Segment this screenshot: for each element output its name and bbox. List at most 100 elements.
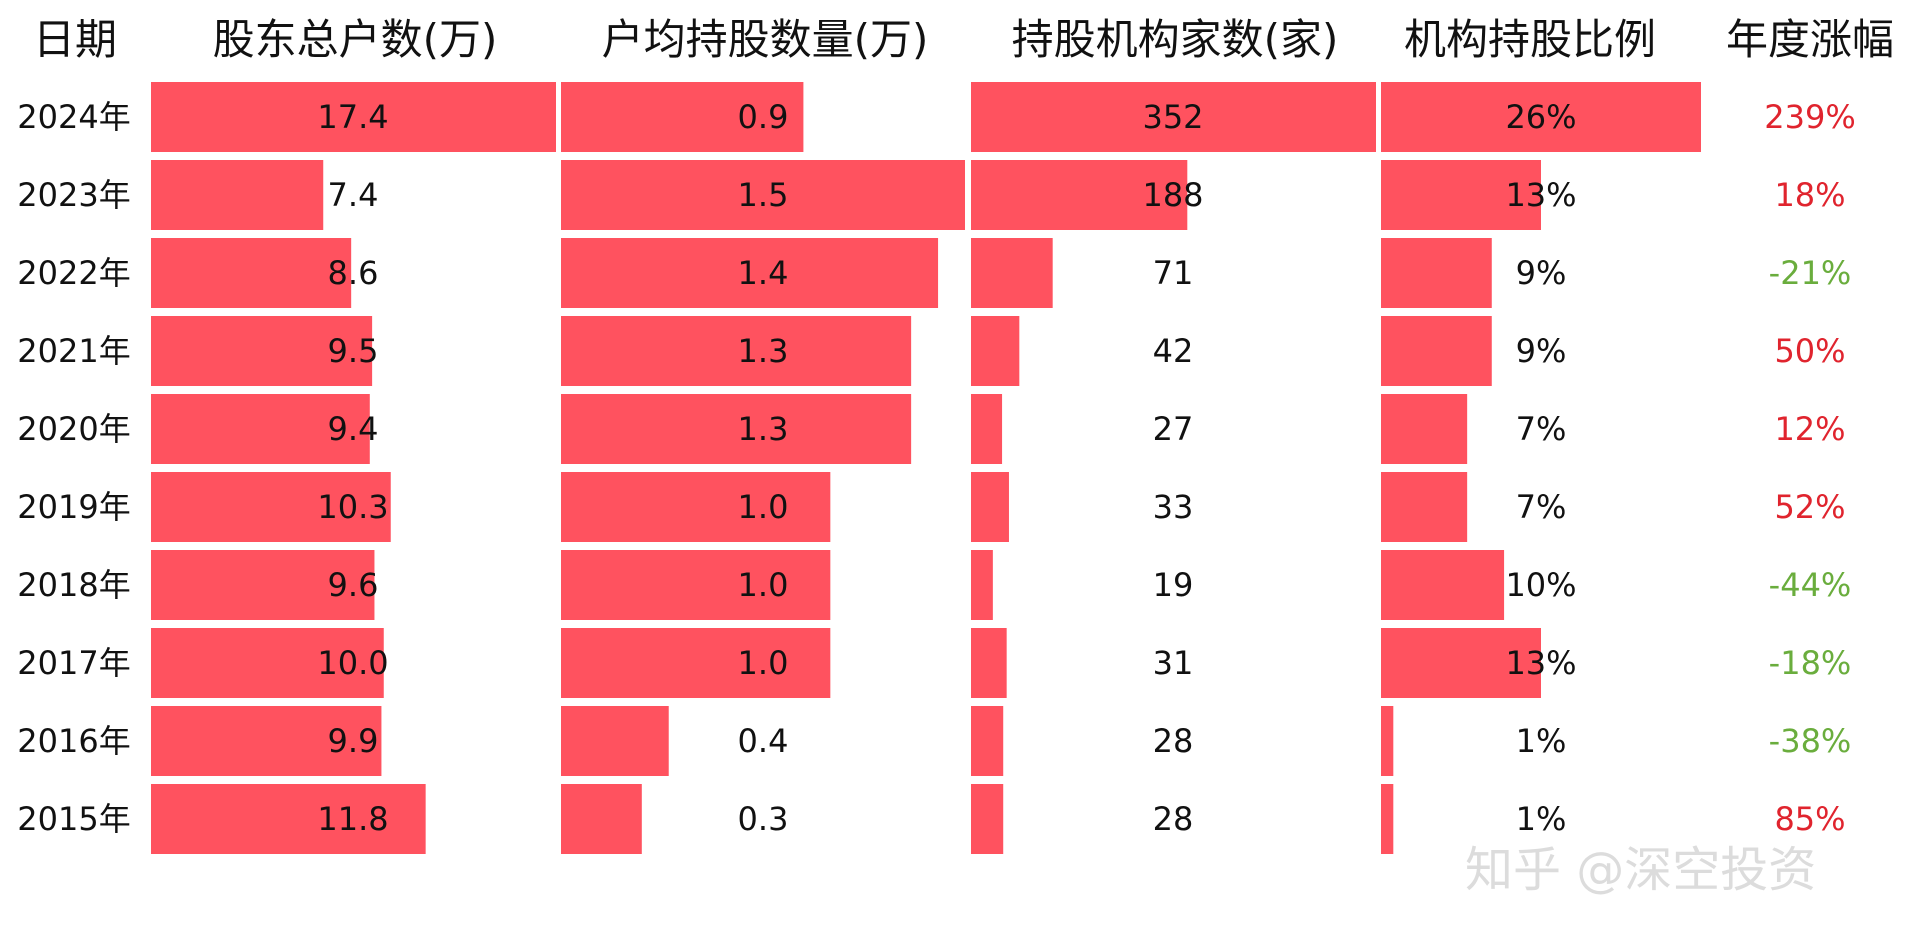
data-label-institutions: 33: [1153, 488, 1194, 526]
data-label-per-holder: 1.0: [738, 566, 789, 604]
row-year-label: 2022年: [17, 254, 130, 292]
data-label-institutions: 19: [1153, 566, 1194, 604]
bar-inst-ratio: [1381, 394, 1468, 464]
bar-inst-ratio: [1381, 550, 1505, 620]
data-label-holders: 10.3: [317, 488, 388, 526]
data-label-annual-change: 85%: [1774, 800, 1845, 838]
data-label-holders: 9.5: [328, 332, 379, 370]
bar-holders: [151, 238, 352, 308]
data-label-per-holder: 1.3: [738, 410, 789, 448]
data-label-inst-ratio: 7%: [1516, 488, 1567, 526]
bar-institutions: [971, 706, 1004, 776]
bar-holders: [151, 706, 382, 776]
row-year-label: 2019年: [17, 488, 130, 526]
data-label-holders: 7.4: [328, 176, 379, 214]
bar-holders: [151, 628, 384, 698]
row-year-label: 2023年: [17, 176, 130, 214]
data-label-inst-ratio: 26%: [1505, 98, 1576, 136]
data-label-institutions: 188: [1142, 176, 1203, 214]
data-label-institutions: 28: [1153, 722, 1194, 760]
bar-institutions: [971, 238, 1053, 308]
bar-per-holder: [561, 550, 831, 620]
data-label-inst-ratio: 13%: [1505, 176, 1576, 214]
data-label-holders: 11.8: [317, 800, 388, 838]
bar-per-holder: [561, 82, 804, 152]
data-label-inst-ratio: 10%: [1505, 566, 1576, 604]
data-label-per-holder: 0.4: [738, 722, 789, 760]
bar-per-holder: [561, 316, 912, 386]
bar-inst-ratio: [1381, 316, 1492, 386]
data-label-annual-change: 239%: [1764, 98, 1855, 136]
row-year-label: 2020年: [17, 410, 130, 448]
data-label-per-holder: 0.9: [738, 98, 789, 136]
bar-institutions: [971, 784, 1004, 854]
bar-inst-ratio: [1381, 238, 1492, 308]
data-label-annual-change: 18%: [1774, 176, 1845, 214]
bar-per-holder: [561, 472, 831, 542]
bar-per-holder: [561, 628, 831, 698]
data-label-holders: 17.4: [317, 98, 388, 136]
bar-per-holder: [561, 706, 669, 776]
data-label-per-holder: 1.5: [738, 176, 789, 214]
bar-inst-ratio: [1381, 706, 1394, 776]
data-label-inst-ratio: 9%: [1516, 254, 1567, 292]
bar-institutions: [971, 628, 1007, 698]
header-date: 日期: [32, 15, 117, 64]
bar-holders: [151, 784, 426, 854]
data-label-inst-ratio: 13%: [1505, 644, 1576, 682]
data-label-annual-change: -18%: [1769, 644, 1852, 682]
data-label-institutions: 28: [1153, 800, 1194, 838]
data-label-per-holder: 1.4: [738, 254, 789, 292]
bar-holders: [151, 82, 556, 152]
bar-holders: [151, 472, 391, 542]
data-label-per-holder: 1.3: [738, 332, 789, 370]
row-year-label: 2015年: [17, 800, 130, 838]
data-label-per-holder: 1.0: [738, 644, 789, 682]
bar-inst-ratio: [1381, 82, 1701, 152]
bar-inst-ratio: [1381, 160, 1541, 230]
bar-inst-ratio: [1381, 472, 1468, 542]
bar-institutions: [971, 82, 1376, 152]
data-label-inst-ratio: 7%: [1516, 410, 1567, 448]
bar-inst-ratio: [1381, 628, 1541, 698]
header-holders: 股东总户数(万): [212, 15, 498, 64]
row-year-label: 2021年: [17, 332, 130, 370]
data-label-annual-change: -38%: [1769, 722, 1852, 760]
bar-holders: [151, 550, 375, 620]
bar-per-holder: [561, 238, 939, 308]
bar-holders: [151, 394, 370, 464]
header-annual-change: 年度涨幅: [1725, 15, 1894, 64]
data-label-inst-ratio: 1%: [1516, 722, 1567, 760]
bar-institutions: [971, 472, 1009, 542]
header-inst-ratio: 机构持股比例: [1403, 15, 1656, 64]
data-label-institutions: 71: [1153, 254, 1194, 292]
data-label-annual-change: 50%: [1774, 332, 1845, 370]
bar-institutions: [971, 550, 993, 620]
data-label-inst-ratio: 9%: [1516, 332, 1567, 370]
row-year-label: 2024年: [17, 98, 130, 136]
data-label-annual-change: -21%: [1769, 254, 1852, 292]
row-year-label: 2018年: [17, 566, 130, 604]
bar-holders: [151, 160, 324, 230]
data-label-inst-ratio: 1%: [1516, 800, 1567, 838]
bar-inst-ratio: [1381, 784, 1394, 854]
data-label-holders: 9.4: [328, 410, 379, 448]
bar-per-holder: [561, 394, 912, 464]
data-label-holders: 8.6: [328, 254, 379, 292]
bar-institutions: [971, 316, 1020, 386]
data-label-per-holder: 0.3: [738, 800, 789, 838]
data-label-holders: 9.6: [328, 566, 379, 604]
data-label-per-holder: 1.0: [738, 488, 789, 526]
data-label-institutions: 31: [1153, 644, 1194, 682]
bar-institutions: [971, 394, 1003, 464]
bar-institutions: [971, 160, 1188, 230]
data-label-institutions: 27: [1153, 410, 1194, 448]
bar-per-holder: [561, 784, 642, 854]
data-label-holders: 10.0: [317, 644, 388, 682]
header-per-holder: 户均持股数量(万): [601, 15, 929, 64]
header-institutions: 持股机构家数(家): [1011, 15, 1339, 64]
watermark: 知乎 @深空投资: [1465, 842, 1817, 898]
row-year-label: 2017年: [17, 644, 130, 682]
data-label-annual-change: 52%: [1774, 488, 1845, 526]
